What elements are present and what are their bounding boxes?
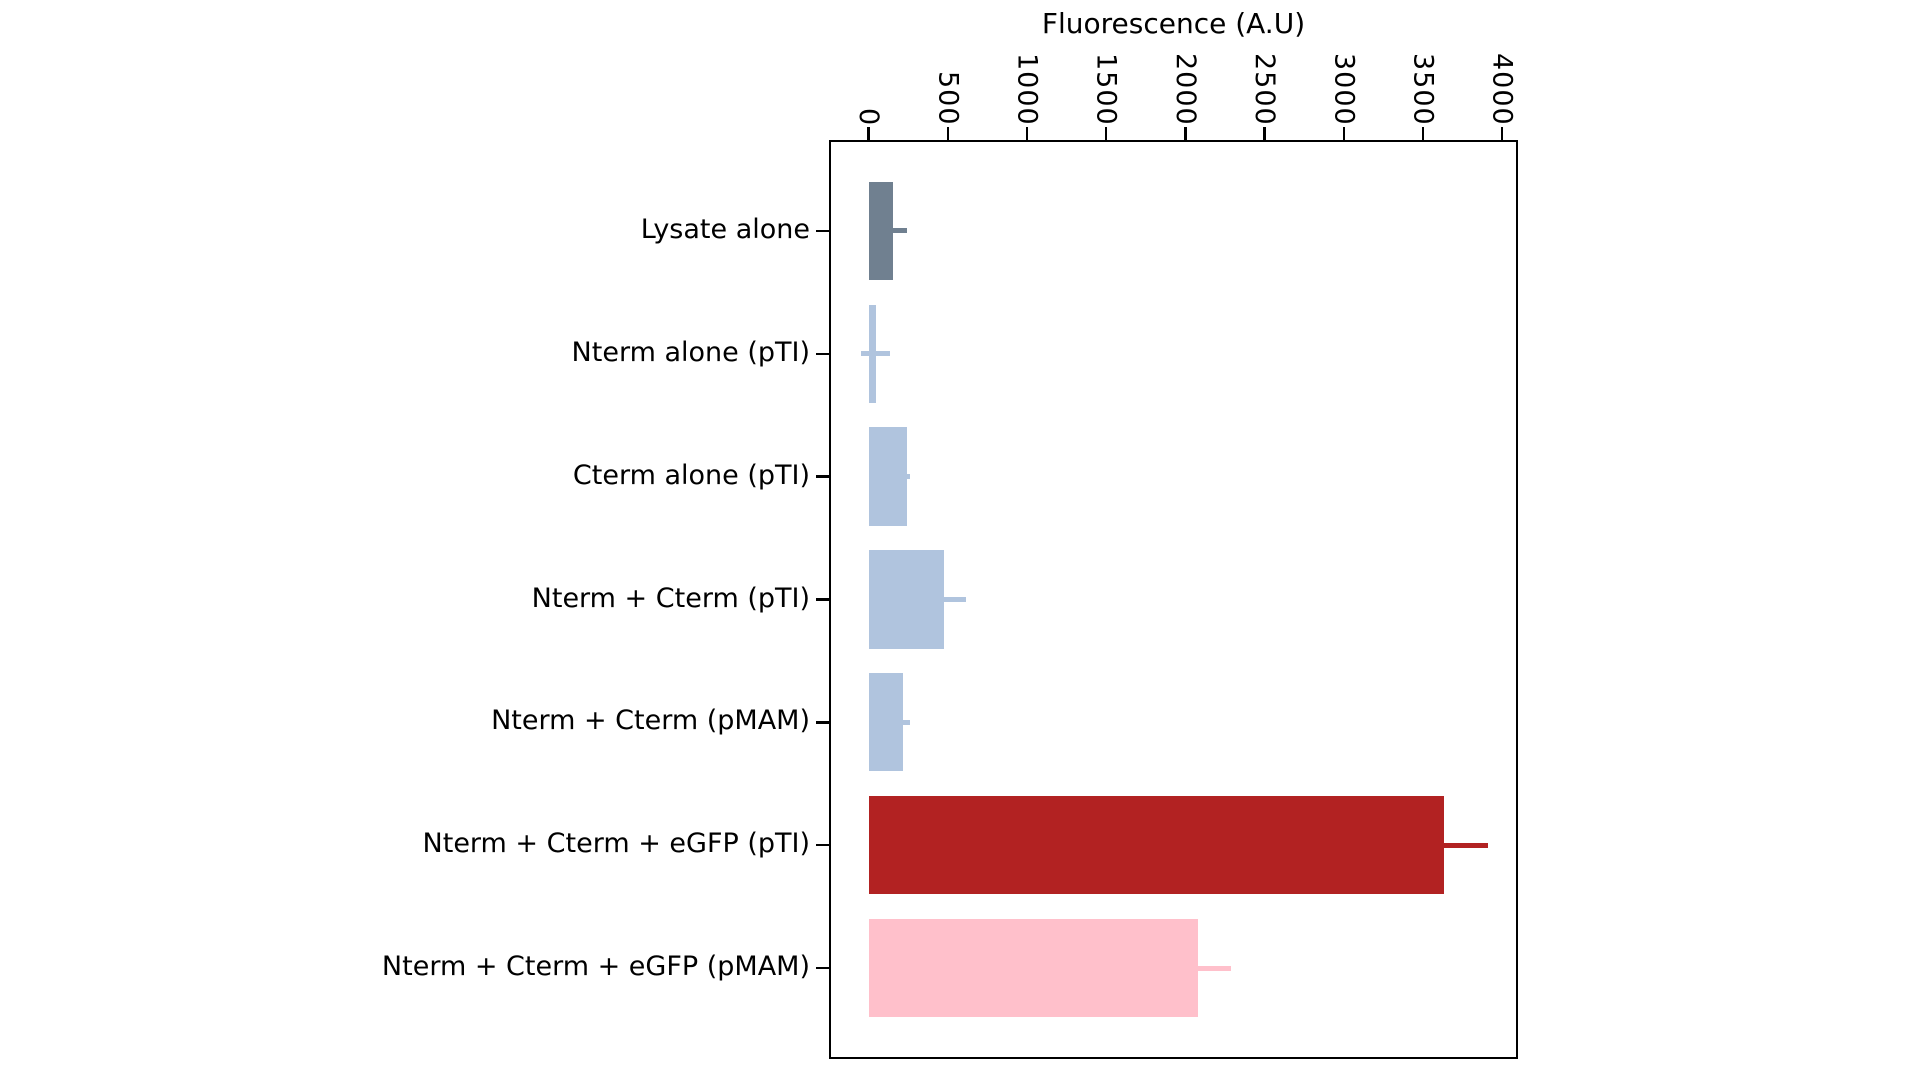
- x-axis-tick-label: 3000: [1327, 26, 1361, 126]
- x-axis-tick-label-text: 2500: [1249, 53, 1281, 126]
- category-label: Nterm + Cterm + eGFP (pMAM): [381, 951, 810, 983]
- x-axis-tick: [867, 127, 870, 140]
- error-bar-1: [878, 228, 908, 234]
- x-axis-tick-label-text: 1000: [1011, 53, 1043, 126]
- category-label: Lysate alone: [640, 213, 810, 245]
- bar-7: [868, 918, 1199, 1018]
- x-axis-tick: [1025, 127, 1029, 140]
- x-axis-tick: [1263, 127, 1266, 140]
- y-axis-tick: [816, 966, 829, 970]
- x-axis-tick-label: 2500: [1248, 26, 1282, 126]
- error-bar-5: [895, 719, 910, 725]
- error-bar-7: [1164, 965, 1232, 971]
- x-axis-tick-label-text: 1500: [1090, 53, 1122, 126]
- x-axis-tick-label: 1000: [1010, 26, 1044, 126]
- x-axis-tick: [1104, 127, 1108, 140]
- x-axis-tick: [1500, 127, 1504, 140]
- x-axis-tick-label: 1500: [1089, 26, 1123, 126]
- x-axis-tick: [1184, 127, 1187, 140]
- error-bar-6: [1399, 842, 1488, 848]
- y-axis-tick: [816, 721, 829, 724]
- error-bar-3: [903, 474, 910, 480]
- x-axis-tick-label-text: 4000: [1486, 53, 1518, 126]
- x-axis-tick-label-text: 3500: [1407, 53, 1439, 126]
- y-axis-tick: [816, 598, 829, 601]
- category-label: Nterm + Cterm (pTI): [531, 582, 810, 614]
- error-bar-4: [921, 597, 966, 602]
- x-axis-tick: [946, 127, 950, 140]
- x-axis-tick-label: 500: [931, 26, 965, 126]
- x-axis-tick-label: 0: [852, 26, 886, 126]
- y-axis-tick: [816, 352, 829, 356]
- y-axis-tick: [816, 229, 829, 233]
- y-axis-tick: [816, 475, 829, 478]
- category-label: Nterm + Cterm (pMAM): [491, 705, 810, 737]
- x-axis-tick-label: 2000: [1168, 26, 1202, 126]
- bar-6: [868, 796, 1444, 895]
- category-label: Nterm + Cterm + eGFP (pTI): [422, 828, 810, 860]
- x-axis-tick-label-text: 3000: [1328, 53, 1360, 126]
- category-label: Nterm alone (pTI): [571, 336, 810, 368]
- x-axis-tick-label-text: 0: [853, 107, 885, 126]
- bar-3: [868, 427, 907, 526]
- x-axis-tick-label: 3500: [1406, 26, 1440, 126]
- x-axis-tick: [1342, 127, 1346, 140]
- x-axis-tick-label: 4000: [1485, 26, 1519, 126]
- category-label: Cterm alone (pTI): [572, 459, 810, 491]
- x-axis-tick-label-text: 500: [932, 71, 964, 126]
- y-axis-tick: [816, 843, 829, 847]
- x-axis-tick: [1421, 127, 1425, 140]
- error-bar-2: [861, 351, 890, 357]
- x-axis-tick-label-text: 2000: [1169, 53, 1201, 126]
- chart-title: Fluorescence (A.U): [1041, 7, 1306, 40]
